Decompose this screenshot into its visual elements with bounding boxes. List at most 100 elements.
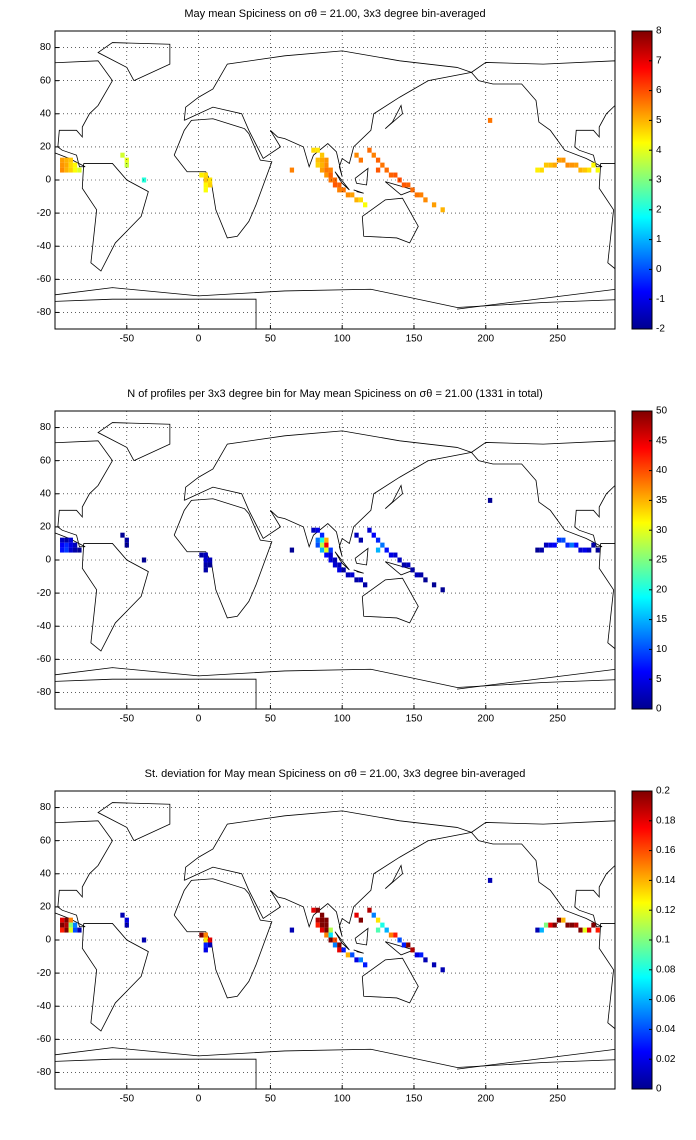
bin-cell (587, 547, 592, 553)
y-tick-label: 60 (40, 75, 52, 86)
bin-cell (68, 927, 73, 933)
bin-cell (354, 532, 359, 538)
colorbar-label: 0.2 (656, 786, 670, 797)
bin-cell (319, 157, 325, 163)
coastline (353, 949, 364, 954)
bin-cell (401, 182, 407, 188)
bin-cell (319, 167, 325, 173)
x-tick-label: 100 (334, 1094, 351, 1105)
coastline (354, 927, 369, 946)
coastline (97, 422, 171, 462)
chart-title: May mean Spiciness on σθ = 21.00, 3x3 de… (184, 8, 485, 20)
y-tick-label: -40 (37, 1001, 52, 1012)
coastline (55, 1047, 615, 1089)
y-tick-label: -40 (37, 241, 52, 252)
y-tick-label: 20 (40, 902, 52, 913)
bin-cell (203, 932, 208, 938)
bin-cell (363, 202, 368, 208)
bin-cell (337, 187, 342, 193)
bin-cell (565, 542, 570, 548)
bin-cell (319, 917, 325, 923)
bin-cell (199, 172, 204, 178)
bin-cell (141, 937, 147, 943)
coastline (471, 60, 615, 168)
bin-cell (72, 922, 78, 928)
bin-cell (401, 942, 407, 948)
bin-cell (64, 167, 69, 173)
bin-cell (324, 547, 329, 553)
coastline (55, 298, 257, 329)
bin-cell (591, 542, 596, 548)
bin-cell (574, 162, 579, 168)
bin-cell (315, 527, 320, 533)
coastline (173, 498, 273, 619)
bin-cell (561, 917, 566, 923)
bin-cell (375, 917, 381, 923)
x-tick-label: 0 (196, 714, 202, 725)
coastline (691, 879, 696, 998)
y-tick-label: -80 (37, 687, 52, 698)
bin-cell (203, 177, 208, 183)
bin-cell (431, 582, 437, 588)
bin-cell (68, 922, 73, 928)
colorbar-label: 5 (656, 115, 662, 126)
coastline (55, 667, 615, 709)
coastline (183, 50, 473, 177)
coastline (81, 543, 149, 652)
bin-cell (591, 162, 596, 168)
chart-title: St. deviation for May mean Spiciness on … (145, 768, 526, 780)
bin-cell (315, 542, 320, 548)
bin-cell (68, 167, 73, 173)
bin-cell (319, 152, 325, 158)
x-tick-label: -50 (120, 714, 135, 725)
y-tick-label: -60 (37, 1034, 52, 1045)
bin-cell (548, 162, 553, 168)
bin-cell (328, 937, 333, 943)
bin-cell (487, 497, 493, 503)
bin-cell (64, 537, 69, 543)
bin-cell (207, 937, 213, 943)
coastline (55, 820, 113, 928)
coastline (353, 569, 364, 574)
bin-cell (354, 197, 359, 203)
colorbar-label: 6 (656, 85, 662, 96)
x-tick-label: 50 (265, 334, 277, 345)
bin-cell (410, 567, 415, 573)
bin-cell (337, 567, 342, 573)
bin-cell (324, 932, 329, 938)
bin-cell (324, 172, 329, 178)
bin-cell (341, 187, 346, 193)
bin-cell (203, 567, 208, 573)
bin-cell (552, 162, 557, 168)
bin-cell (332, 562, 338, 568)
bin-cell (565, 922, 570, 928)
bin-cell (315, 147, 320, 153)
bin-cell (384, 927, 389, 933)
bin-cell (60, 162, 65, 168)
bin-cell (440, 207, 445, 213)
bin-cell (414, 952, 419, 958)
bin-cell (328, 927, 333, 933)
bin-cell (64, 917, 69, 923)
bin-cell (203, 552, 208, 558)
y-tick-label: -60 (37, 654, 52, 665)
bin-cell (199, 932, 204, 938)
coastline (384, 484, 403, 509)
x-tick-label: 150 (406, 334, 423, 345)
coastline (97, 42, 171, 82)
bin-cell (354, 577, 359, 583)
bin-cell (72, 167, 78, 173)
bin-cell (77, 167, 82, 173)
y-tick-label: 20 (40, 522, 52, 533)
colorbar-label: 1 (656, 234, 662, 245)
bin-cell (68, 547, 73, 553)
bin-cell (60, 927, 65, 933)
colorbar-label: 15 (656, 614, 668, 625)
bin-cell (578, 167, 583, 173)
x-tick-label: 0 (196, 334, 202, 345)
bin-cell (124, 537, 129, 543)
y-tick-label: 80 (40, 422, 52, 433)
coastline (353, 189, 364, 194)
bin-cell (311, 907, 316, 913)
bin-cell (207, 177, 213, 183)
